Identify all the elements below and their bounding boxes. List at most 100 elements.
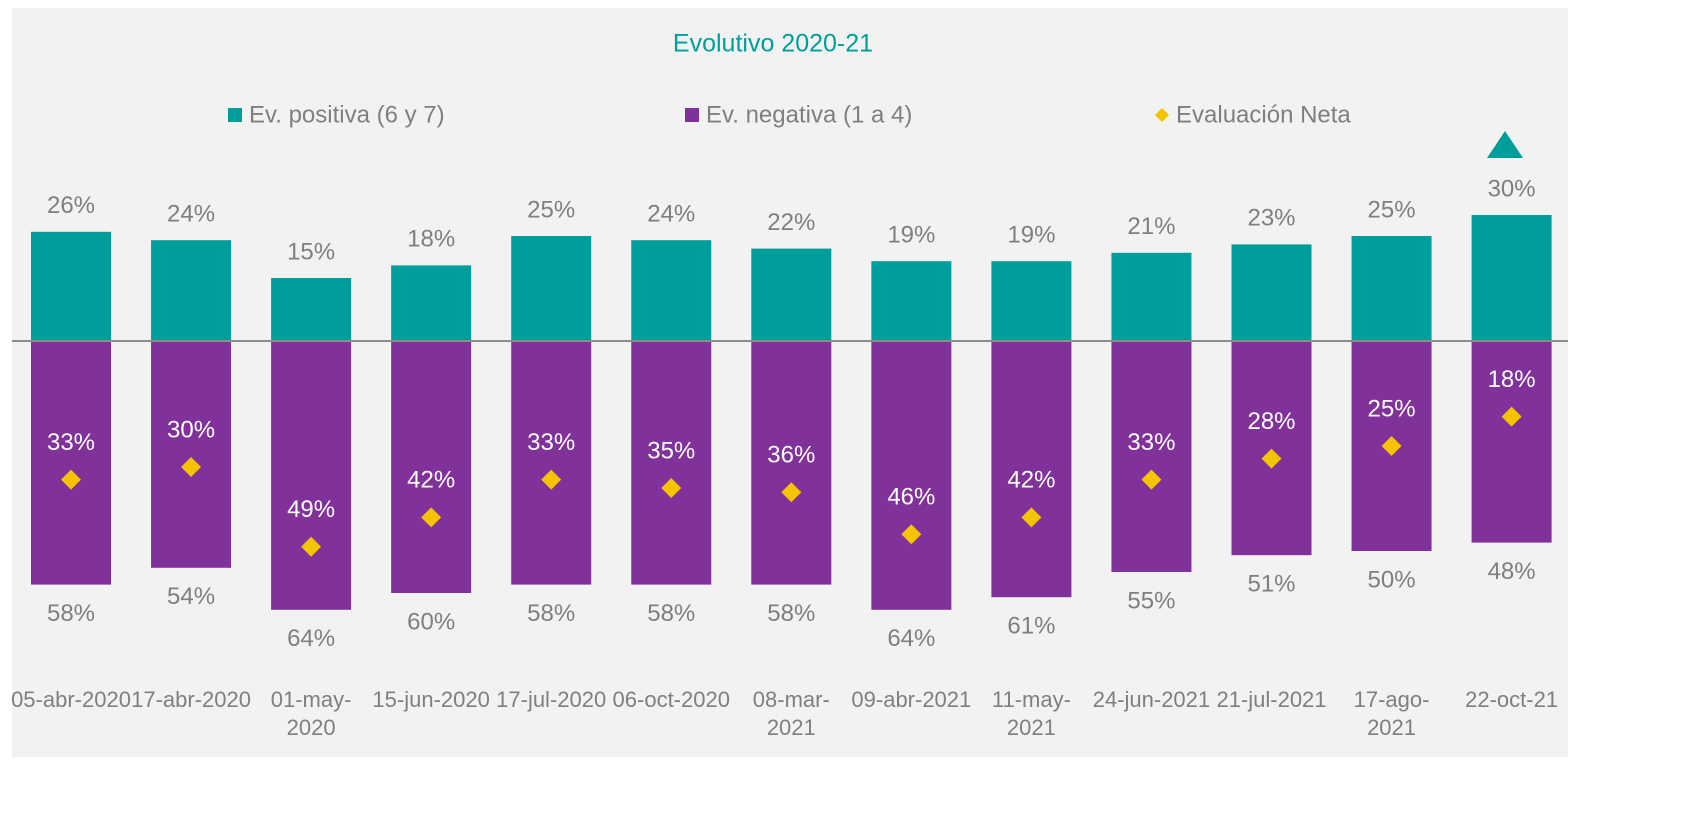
data-label: 51% (1247, 571, 1295, 598)
net-marker (301, 536, 322, 557)
data-label: 64% (887, 625, 935, 652)
net-marker (661, 478, 682, 498)
bar (1471, 341, 1552, 543)
data-label: 50% (1368, 566, 1416, 593)
x-tick-label: 17-jul-2020 (496, 687, 607, 712)
bar (871, 261, 952, 341)
x-tick-label: 15-jun-2020 (372, 687, 490, 712)
bar (991, 341, 1072, 598)
data-label: 30% (167, 416, 215, 443)
chart-title: Evolutivo 2020-21 (673, 30, 873, 58)
data-label: 15% (287, 238, 335, 265)
bar (151, 240, 232, 341)
bar (31, 341, 111, 585)
legend-marker (685, 108, 699, 122)
data-label: 25% (1368, 395, 1416, 422)
net-marker (61, 469, 81, 490)
x-tick-label: 17-abr-2020 (131, 687, 251, 712)
data-label: 25% (1368, 196, 1416, 223)
data-label: 33% (527, 429, 575, 456)
net-marker (1501, 406, 1522, 427)
bar (631, 341, 712, 585)
data-label: 61% (1007, 613, 1055, 640)
data-label: 24% (647, 201, 695, 228)
x-tick-label: 01-may-2020 (270, 687, 352, 740)
data-label: 64% (287, 625, 335, 652)
x-tick-label: 09-abr-2021 (851, 687, 972, 712)
bar (751, 248, 832, 341)
data-label: 18% (407, 226, 455, 253)
bar (871, 341, 952, 610)
bar (751, 341, 832, 585)
data-label: 58% (527, 600, 575, 627)
data-label: 33% (47, 429, 95, 456)
x-tick-label: 06-oct-2020 (612, 687, 730, 712)
bar (511, 236, 592, 341)
bar (391, 265, 472, 341)
bar (31, 231, 111, 341)
bar (271, 341, 352, 610)
x-tick-label: 11-may-2021 (991, 687, 1071, 740)
net-marker (901, 524, 922, 545)
data-label: 36% (767, 442, 815, 469)
data-label: 49% (287, 496, 335, 523)
bar (1471, 215, 1552, 341)
x-tick-label: 21-jul-2021 (1216, 687, 1327, 712)
data-label: 58% (647, 600, 695, 627)
bar (151, 341, 232, 568)
data-label: 46% (887, 484, 935, 511)
net-marker (1261, 448, 1282, 469)
data-label: 19% (887, 222, 935, 249)
legend-marker (1155, 108, 1169, 122)
net-marker (181, 457, 202, 477)
data-label: 58% (767, 600, 815, 627)
data-label: 42% (1007, 467, 1055, 494)
legend-label: Ev. positiva (6 y 7) (249, 101, 445, 128)
bar (1351, 236, 1432, 341)
data-label: 30% (1488, 175, 1536, 202)
net-marker (541, 469, 562, 490)
x-tick-label: 17-ago-2021 (1353, 687, 1430, 740)
data-label: 26% (47, 192, 95, 219)
net-marker (1381, 436, 1402, 456)
data-label: 25% (527, 196, 575, 223)
data-label: 33% (1127, 429, 1175, 456)
bar (1231, 244, 1312, 341)
bar (1111, 341, 1192, 572)
net-marker (1141, 469, 1162, 490)
legend-marker (228, 108, 242, 122)
x-tick-label: 05-abr-2020 (11, 687, 131, 712)
data-label: 35% (647, 437, 695, 464)
x-tick-label: 24-jun-2021 (1092, 687, 1211, 712)
net-marker (421, 507, 442, 528)
data-label: 58% (47, 600, 95, 627)
bar (631, 240, 712, 341)
bar (1231, 341, 1312, 556)
up-arrow (1487, 131, 1523, 158)
data-label: 55% (1127, 587, 1175, 614)
legend-label: Evaluación Neta (1176, 101, 1351, 128)
data-label: 42% (407, 467, 455, 494)
data-label: 60% (407, 608, 455, 635)
x-tick-label: 08-mar-2021 (752, 687, 830, 740)
data-label: 22% (767, 209, 815, 236)
data-label: 19% (1007, 222, 1055, 249)
bar (511, 341, 592, 585)
data-label: 54% (167, 583, 215, 610)
data-label: 24% (167, 201, 215, 228)
bar (391, 341, 472, 593)
data-label: 18% (1488, 366, 1536, 393)
legend-label: Ev. negativa (1 a 4) (706, 101, 912, 128)
bar (991, 261, 1072, 341)
data-label: 21% (1127, 213, 1175, 240)
data-label: 28% (1247, 408, 1295, 435)
data-label: 48% (1488, 558, 1536, 585)
x-tick-label: 22-oct-21 (1465, 687, 1559, 712)
net-marker (781, 482, 802, 503)
bar (1111, 252, 1192, 341)
data-label: 23% (1247, 205, 1295, 232)
bar (271, 278, 352, 341)
net-marker (1021, 507, 1042, 528)
